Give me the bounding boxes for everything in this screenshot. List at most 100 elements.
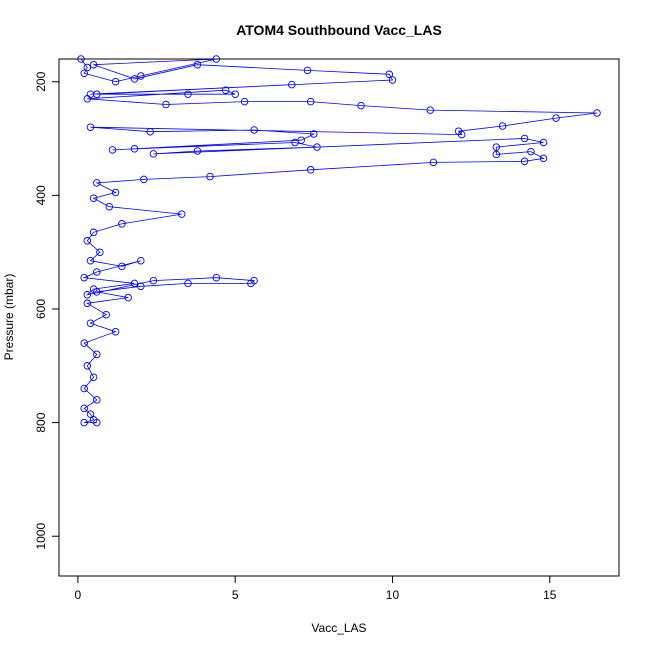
data-point xyxy=(86,410,95,418)
data-point xyxy=(184,279,192,288)
data-point xyxy=(498,122,507,130)
x-tick-label: 10 xyxy=(386,588,400,602)
data-point xyxy=(177,210,186,218)
data-point xyxy=(77,55,85,63)
data-point xyxy=(306,97,315,106)
chart-title: ATOM4 Southbound Vacc_LAS xyxy=(236,22,442,38)
x-tick-label: 0 xyxy=(75,588,82,602)
data-point xyxy=(102,310,110,319)
data-point xyxy=(89,228,98,237)
data-point xyxy=(539,154,548,163)
data-point xyxy=(118,220,126,228)
data-point xyxy=(221,86,230,94)
data-point xyxy=(457,130,466,139)
data-point xyxy=(83,299,92,308)
data-point xyxy=(306,166,315,174)
data-point xyxy=(83,95,92,103)
data-point xyxy=(212,273,221,282)
data-layer xyxy=(77,55,601,427)
data-point xyxy=(137,282,145,291)
data-point xyxy=(93,396,101,404)
x-tick-label: 5 xyxy=(232,588,239,602)
data-point xyxy=(124,293,132,302)
data-point xyxy=(137,256,145,265)
data-point xyxy=(527,147,535,156)
y-axis: 200 400 600 800 1000 xyxy=(34,71,60,550)
data-point xyxy=(146,127,154,136)
data-point xyxy=(86,256,95,265)
data-point xyxy=(130,75,139,83)
data-point xyxy=(149,276,158,285)
data-point xyxy=(149,150,158,158)
data-point xyxy=(86,319,95,327)
data-point xyxy=(105,202,114,211)
data-point xyxy=(83,362,92,370)
data-point xyxy=(492,150,501,159)
data-point xyxy=(83,291,92,299)
data-point xyxy=(89,373,98,381)
data-point xyxy=(140,175,148,184)
data-point xyxy=(130,145,139,153)
data-point xyxy=(80,418,88,427)
data-point xyxy=(111,77,120,86)
data-point xyxy=(212,55,221,63)
data-point xyxy=(357,101,365,110)
data-point xyxy=(539,138,548,147)
data-point xyxy=(313,143,321,151)
data-point xyxy=(93,268,101,276)
data-point xyxy=(240,97,249,106)
data-point xyxy=(111,327,120,336)
data-point xyxy=(520,134,529,143)
data-point xyxy=(86,123,95,131)
data-point xyxy=(593,109,601,117)
data-point xyxy=(96,248,104,256)
data-point xyxy=(310,130,318,138)
plot-frame xyxy=(58,58,620,577)
y-tick-label: 1000 xyxy=(34,523,48,550)
data-point xyxy=(89,194,98,202)
data-point xyxy=(206,172,214,181)
data-point xyxy=(80,384,88,393)
data-point xyxy=(130,279,139,288)
data-point xyxy=(80,69,88,77)
data-point xyxy=(193,147,202,155)
y-tick-label: 400 xyxy=(34,185,48,205)
data-point xyxy=(93,90,101,98)
data-point xyxy=(162,100,170,109)
y-tick-label: 600 xyxy=(34,299,48,319)
data-point xyxy=(89,60,98,69)
data-point xyxy=(250,126,258,134)
data-point xyxy=(552,114,560,122)
data-point xyxy=(93,418,101,427)
data-point xyxy=(426,106,434,114)
data-point xyxy=(288,80,296,89)
data-point xyxy=(83,237,92,245)
x-axis-label: Vacc_LAS xyxy=(311,621,366,635)
data-point xyxy=(137,72,145,80)
data-point xyxy=(303,66,312,75)
data-point xyxy=(429,158,438,167)
data-point xyxy=(80,339,88,347)
data-point xyxy=(108,146,117,154)
data-point xyxy=(80,273,88,282)
series-line xyxy=(80,58,598,424)
data-point xyxy=(385,70,394,79)
data-point xyxy=(492,143,501,151)
data-point xyxy=(118,262,126,271)
data-point xyxy=(184,90,192,98)
data-point xyxy=(291,138,299,147)
data-point xyxy=(111,188,120,197)
y-tick-label: 800 xyxy=(34,412,48,432)
data-point xyxy=(83,63,92,72)
y-axis-label: Pressure (mbar) xyxy=(2,274,16,361)
data-point xyxy=(193,60,202,69)
data-point xyxy=(93,179,101,187)
data-point xyxy=(231,90,239,98)
y-tick-label: 200 xyxy=(34,71,48,91)
data-point xyxy=(93,288,101,296)
data-point xyxy=(247,279,255,288)
data-point xyxy=(80,404,88,413)
data-point xyxy=(388,76,397,84)
data-point xyxy=(520,157,529,166)
